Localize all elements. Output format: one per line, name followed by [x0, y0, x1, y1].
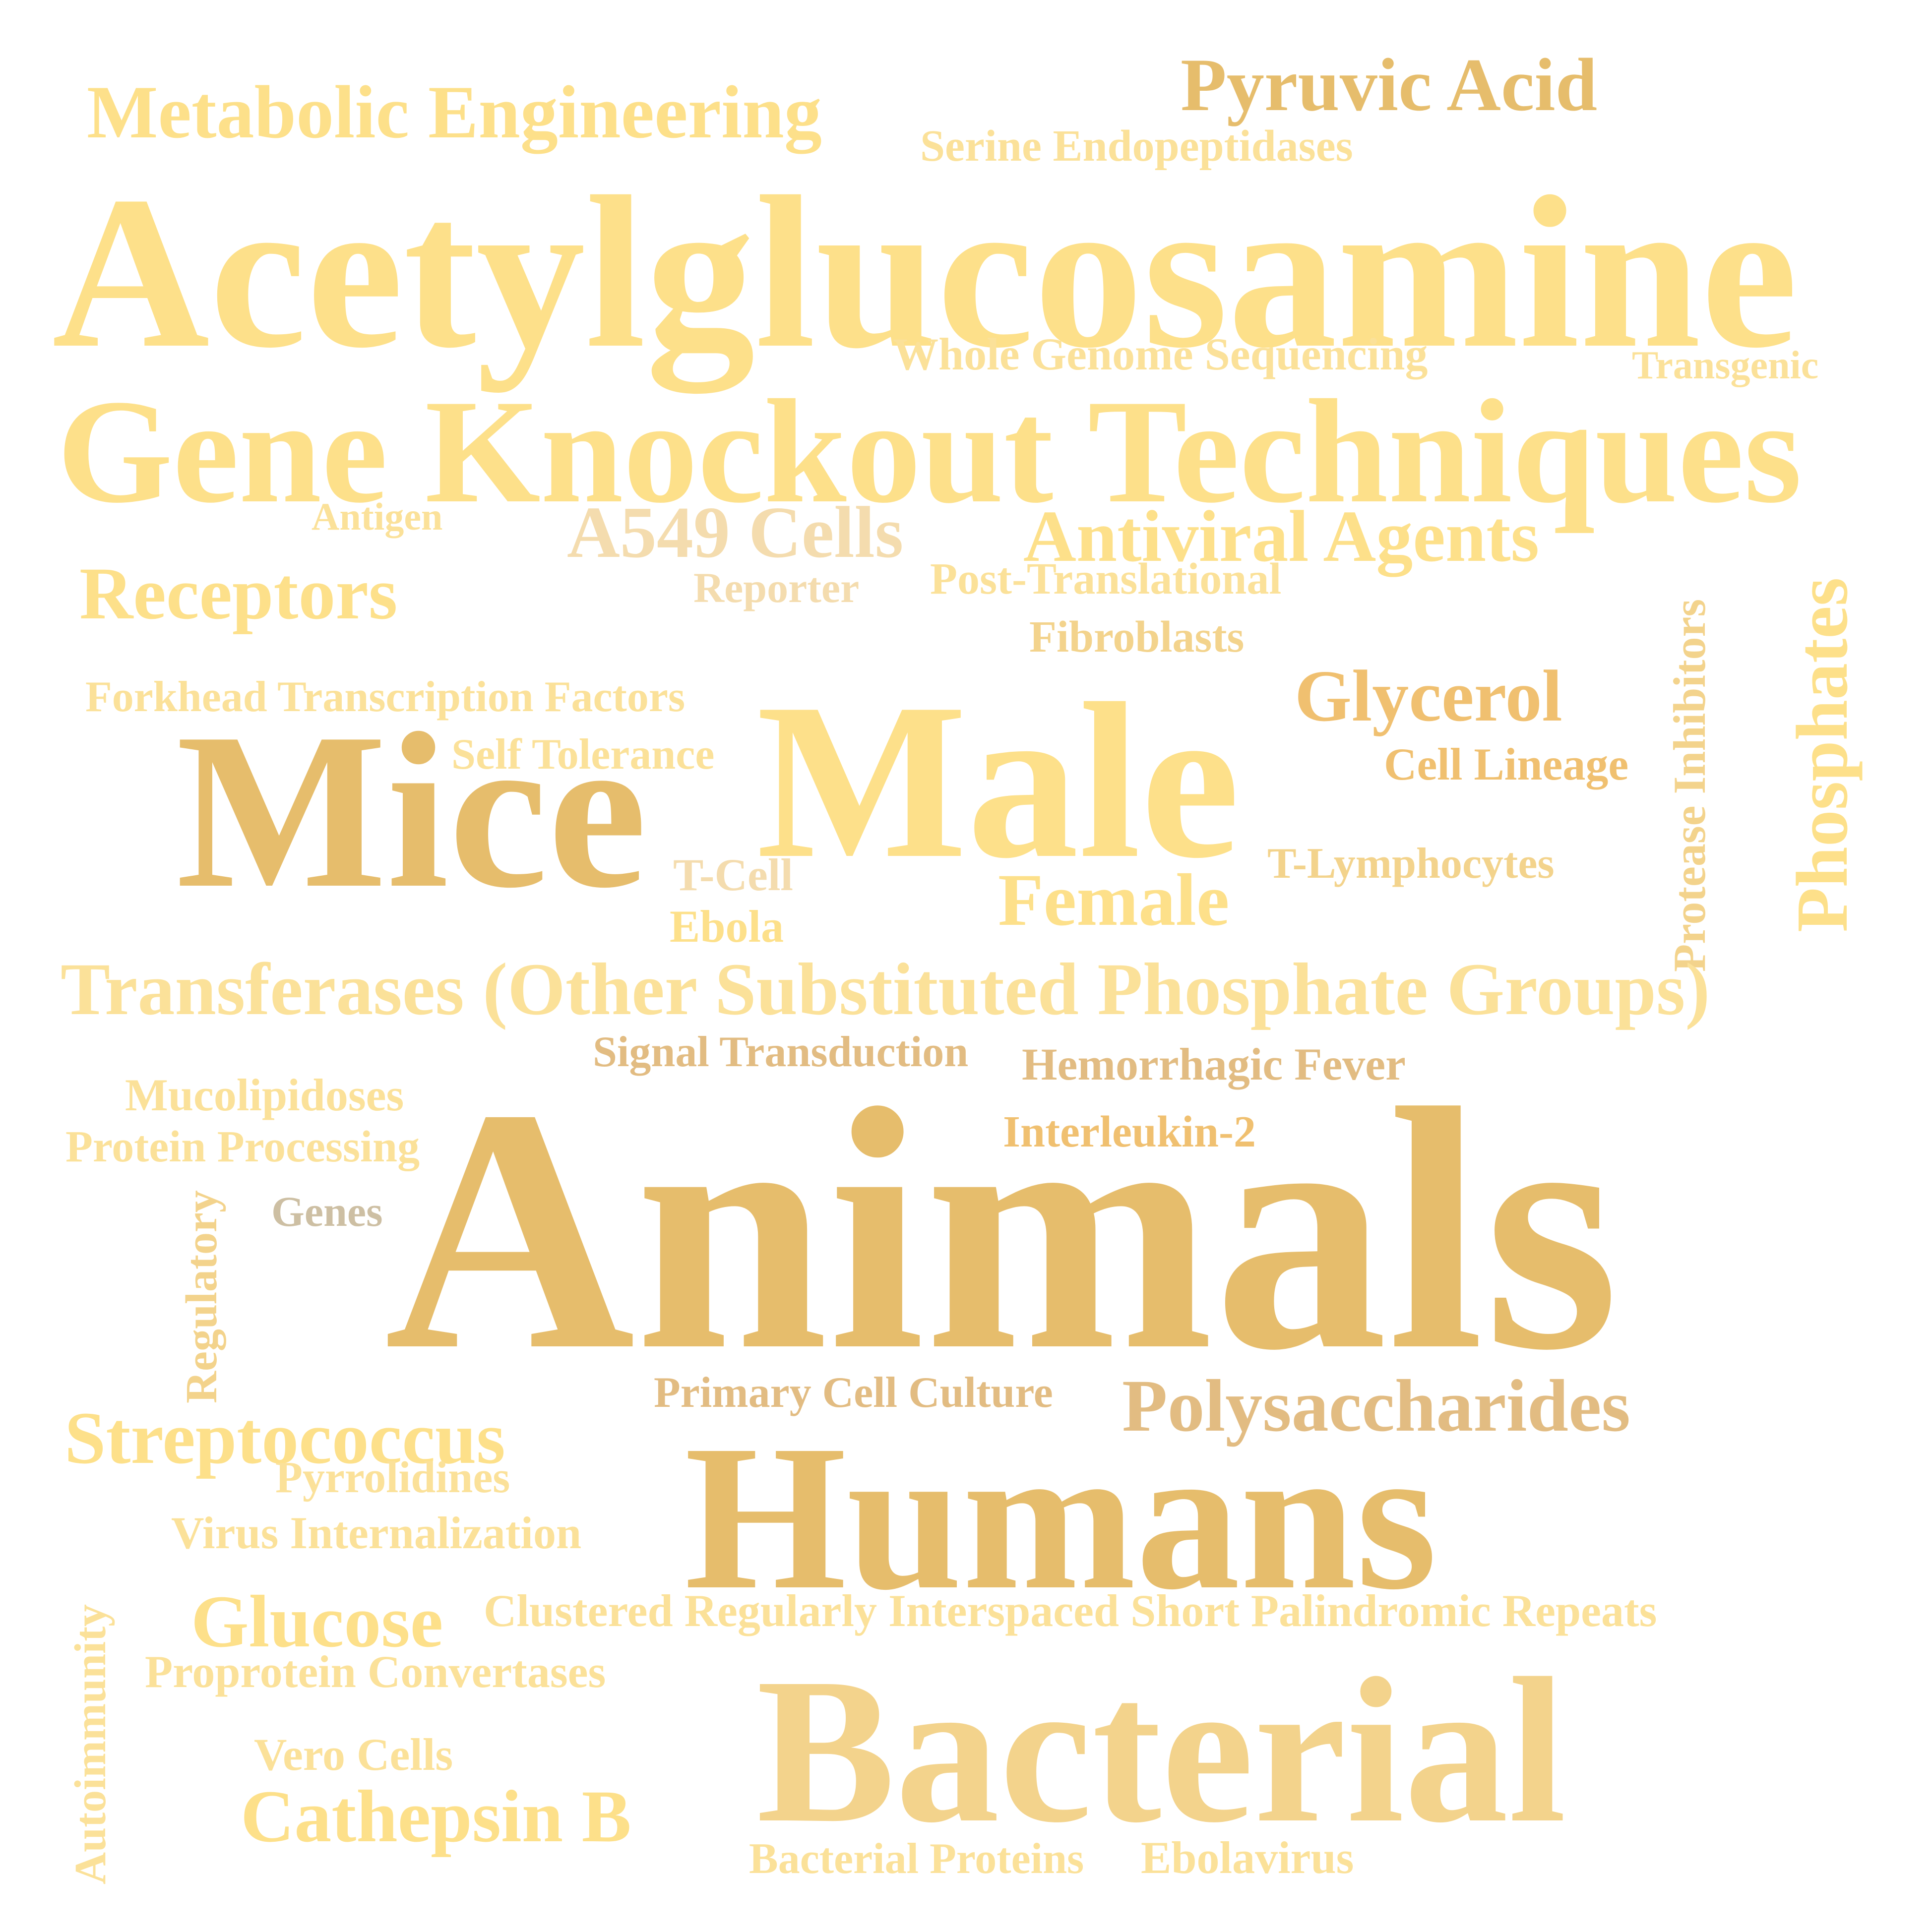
word-hemorrhagic-fever: Hemorrhagic Fever — [1022, 1039, 1406, 1089]
word-t-cell: T-Cell — [673, 849, 793, 900]
word-whole-genome-sequencing: Whole Genome Sequencing — [893, 329, 1428, 379]
word-antiviral-agents: Antiviral Agents — [1023, 496, 1540, 577]
word-pyrrolidines: Pyrrolidines — [275, 1453, 510, 1502]
word-transferases: Transferases (Other Substituted Phosphat… — [61, 948, 1710, 1030]
word-mice: Mice — [176, 687, 647, 934]
word-crispr: Clustered Regularly Interspaced Short Pa… — [484, 1585, 1657, 1636]
word-acetylglucosamine: Acetylglucosamine — [52, 152, 1798, 393]
word-virus-internalization: Virus Internalization — [171, 1508, 582, 1558]
word-glucose: Glucose — [191, 1580, 443, 1663]
word-streptococcus: Streptococcus — [64, 1397, 505, 1479]
word-female: Female — [998, 859, 1230, 941]
word-vero-cells: Vero Cells — [254, 1729, 453, 1780]
word-humans: Humans — [685, 1402, 1437, 1632]
word-ebola: Ebola — [670, 901, 784, 952]
word-cathepsin-b: Cathepsin B — [241, 1775, 631, 1858]
word-animals: Animals — [384, 1037, 1620, 1422]
word-bacterial: Bacterial — [756, 1635, 1566, 1866]
word-interleukin-2: Interleukin-2 — [1003, 1107, 1256, 1156]
word-self-tolerance: Self Tolerance — [451, 730, 715, 779]
word-forkhead-transcription-factors: Forkhead Transcription Factors — [85, 673, 686, 721]
word-cell-lineage: Cell Lineage — [1384, 739, 1629, 789]
word-gene-knockout-techniques: Gene Knockout Techniques — [57, 369, 1802, 534]
word-polysaccharides: Polysaccharides — [1122, 1365, 1630, 1447]
word-antigen: Antigen — [312, 495, 443, 538]
word-protease-inhibitors: Protease Inhibitors — [1664, 599, 1715, 972]
word-t-lymphocytes: T-Lymphocytes — [1267, 840, 1555, 888]
word-fibroblasts: Fibroblasts — [1029, 612, 1245, 662]
word-protein-processing: Protein Processing — [65, 1122, 420, 1171]
word-glycerol: Glycerol — [1295, 656, 1562, 737]
word-mucolipidoses: Mucolipidoses — [125, 1070, 404, 1120]
word-pyruvic-acid: Pyruvic Acid — [1181, 43, 1598, 126]
word-metabolic-engineering: Metabolic Engineering — [87, 70, 822, 154]
word-phosphates: Phosphates — [1782, 577, 1863, 932]
word-reporter: Reporter — [693, 564, 860, 611]
word-autoimmunity: Autoimmunity — [66, 1604, 115, 1884]
word-primary-cell-culture: Primary Cell Culture — [654, 1369, 1053, 1417]
word-a549-cells: A549 Cells — [567, 492, 904, 573]
word-serine-endopeptidases: Serine Endopeptidases — [920, 121, 1353, 171]
word-regulatory: Regulatory — [177, 1190, 226, 1403]
word-signal-transduction: Signal Transduction — [593, 1028, 969, 1076]
word-proprotein-convertases: Proprotein Convertases — [145, 1646, 606, 1697]
word-ebolavirus: Ebolavirus — [1141, 1832, 1354, 1883]
word-receptors: Receptors — [79, 552, 398, 635]
word-bacterial-proteins: Bacterial Proteins — [749, 1835, 1084, 1883]
word-male: Male — [756, 658, 1240, 905]
word-post-translational: Post-Translational — [930, 554, 1282, 604]
word-genes: Genes — [271, 1188, 383, 1235]
word-transgenic: Transgenic — [1632, 344, 1819, 387]
